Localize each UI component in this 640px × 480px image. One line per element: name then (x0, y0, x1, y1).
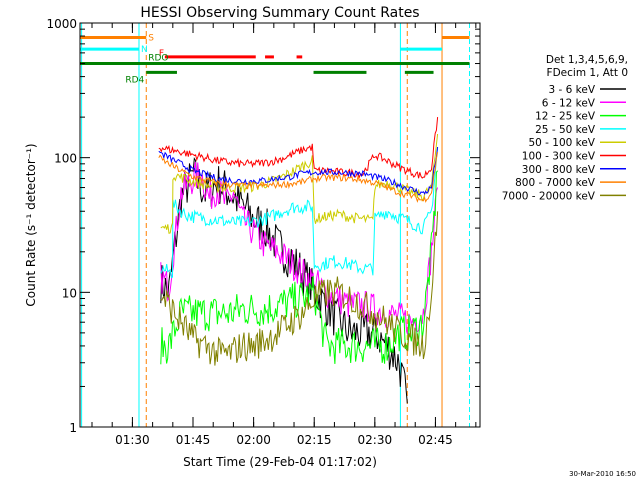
y-tick-label-0: 1 (69, 421, 77, 435)
y-axis-label: Count Rate (s⁻¹ detector⁻¹) (24, 143, 38, 306)
legend-label-8: 7000 - 20000 keV (502, 190, 596, 202)
series-line-1 (160, 161, 439, 335)
x-tick-label-4: 02:30 (358, 433, 393, 447)
chart-title: HESSI Observing Summary Count Rates (140, 5, 419, 21)
series-line-3 (160, 146, 439, 279)
series-lines (158, 117, 439, 404)
legend-label-6: 300 - 800 keV (522, 164, 596, 176)
x-tick-label-3: 02:15 (297, 433, 332, 447)
legend-label-4: 50 - 100 keV (528, 137, 595, 149)
x-tick-label-5: 02:45 (418, 433, 453, 447)
plot-frame (79, 22, 481, 428)
flag-label-rd4: RD4 (125, 75, 144, 85)
series-line-6 (158, 146, 439, 196)
series-line-8 (160, 211, 439, 366)
x-tick-label-0: 01:30 (115, 433, 150, 447)
flag-label-f: F (159, 49, 164, 59)
legend-label-5: 100 - 300 keV (522, 151, 596, 163)
legend-label-7: 800 - 7000 keV (515, 177, 596, 189)
series-line-0 (160, 157, 408, 404)
legend-label-1: 6 - 12 keV (542, 97, 596, 109)
flag-label-n: N (141, 45, 148, 55)
legend-header-1: FDecim 1, Att 0 (547, 67, 628, 79)
y-tick-label-1: 10 (62, 286, 77, 300)
x-tick-label-1: 01:45 (176, 433, 211, 447)
flag-label-s: S (148, 34, 154, 44)
y-tick-label-2: 100 (54, 152, 77, 166)
render-timestamp: 30-Mar-2010 16:50 (569, 470, 636, 478)
series-line-2 (160, 170, 438, 365)
x-tick-label-2: 02:00 (236, 433, 271, 447)
axes: 1 10 100 1000 01:30 01:45 02:00 02:15 02:30 02:45 (46, 17, 480, 447)
flag-label-rdo: RDO (148, 54, 168, 64)
series-line-7 (158, 152, 439, 203)
series-line-5 (158, 117, 439, 180)
y-tick-label-3: 1000 (46, 17, 77, 31)
legend-label-3: 25 - 50 keV (535, 124, 596, 136)
vertical-markers (81, 23, 470, 427)
legend: Det 1,3,4,5,6,9,FDecim 1, Att 0 3 - 6 keV… (502, 54, 628, 202)
legend-label-0: 3 - 6 keV (548, 84, 595, 96)
flag-bars (80, 36, 470, 74)
legend-label-2: 12 - 25 keV (535, 111, 596, 123)
legend-header-0: Det 1,3,4,5,6,9, (546, 54, 628, 66)
x-axis-label: Start Time (29-Feb-04 01:17:02) (183, 455, 377, 469)
